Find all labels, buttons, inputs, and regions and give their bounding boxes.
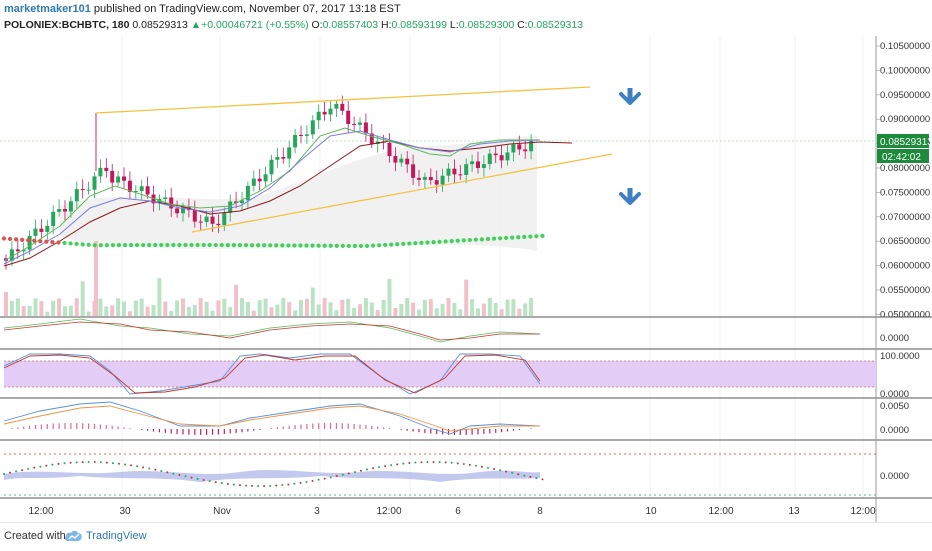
high-value: 0.08593199 [391, 19, 447, 31]
ma-band-shade [60, 136, 537, 251]
close-label: C: [517, 19, 528, 31]
price-axis-label: 0.06500000 [880, 236, 930, 247]
price-axis-label: 0.10000000 [880, 65, 930, 76]
footer-bar: Created with TradingView [0, 522, 932, 551]
price-axis[interactable]: 0.10500000 0.10000000 0.09500000 0.09000000… [876, 41, 930, 320]
countdown-tag-text: 02:42:02 [882, 152, 921, 163]
trendline-lower [191, 153, 613, 233]
price-axis-label: 0.07000000 [880, 212, 930, 223]
triangle-up-icon: ▲ [190, 19, 202, 31]
time-axis[interactable]: 12:00 30 Nov 3 12:00 6 8 10 12:00 13 12:00 [28, 506, 875, 517]
author-link[interactable]: marketmaker101 [4, 3, 91, 15]
stoch-line-red [3, 354, 541, 394]
ma-line-red [3, 140, 573, 267]
price-axis-label: 0.08000000 [880, 163, 930, 174]
published-text: published on TradingView.com, November 0… [93, 3, 401, 15]
time-axis-label: 12:00 [28, 506, 53, 517]
price-axis-label: 0.05500000 [880, 285, 930, 296]
price-axis-label: 0.10500000 [880, 41, 930, 52]
time-axis-label: 8 [537, 506, 543, 517]
time-axis-label: 13 [788, 506, 800, 517]
time-axis-label: 6 [455, 506, 461, 517]
current-price-tag [877, 134, 929, 148]
macd-line-blue [3, 401, 541, 435]
time-axis-label: Nov [213, 506, 231, 517]
macd-axis-label-top: 0.0050 [880, 401, 909, 412]
volume-bars [4, 241, 534, 316]
publish-line: marketmaker101 published on TradingView.… [4, 3, 401, 15]
price-axis-label: 0.07500000 [880, 187, 930, 198]
price-axis-label: 0.06000000 [880, 261, 930, 272]
last-price: 0.08529313 [132, 19, 188, 31]
ma-line-blue [3, 130, 541, 265]
last-axis-label: 0.0000 [880, 471, 909, 482]
price-axis-label: 0.05000000 [880, 309, 930, 320]
arrow-down-icon [619, 88, 641, 105]
last-pane-cloud [4, 470, 540, 482]
price-axis-label: 0.09500000 [880, 90, 930, 101]
low-value: 0.08529300 [458, 19, 515, 31]
rsi-band [4, 361, 876, 387]
pane-separators [0, 36, 932, 522]
countdown-tag [877, 149, 929, 163]
open-label: O: [311, 19, 323, 31]
ma-line-green [3, 127, 540, 262]
current-price-tag-text: 0.08529313 [880, 137, 932, 148]
time-axis-label: 30 [119, 506, 131, 517]
time-axis-label: 12:00 [376, 506, 401, 517]
close-value: 0.08529313 [527, 19, 584, 31]
open-value: 0.08557403 [322, 19, 379, 31]
macd-line-orange [3, 405, 540, 432]
time-axis-label: 12:00 [708, 506, 733, 517]
low-label: L: [449, 19, 459, 31]
tradingview-brand-link[interactable]: TradingView [86, 530, 147, 542]
time-axis-label: 10 [645, 506, 657, 517]
last-pane-dotted-signal [3, 461, 544, 487]
macd-histogram [11, 423, 532, 435]
symbol-label[interactable]: POLONIEX:BCHBTC, 180 [4, 19, 130, 31]
time-axis-label: 3 [314, 506, 320, 517]
tradingview-cloud-icon[interactable] [64, 529, 84, 548]
stoch-axis-label-top: 100.0000 [880, 351, 920, 362]
stoch-line-blue [3, 353, 541, 395]
oscillator-pane [3, 318, 541, 343]
chart-canvas[interactable]: 0.10500000 0.10000000 0.09500000 0.09000000… [0, 36, 932, 522]
price-change: +0.00046721 (+0.55%) [201, 19, 309, 31]
arrow-down-icon [619, 188, 641, 205]
time-axis-label: 12:00 [850, 506, 875, 517]
price-axis-label: 0.09000000 [880, 114, 930, 125]
created-with-text: Created with [4, 530, 66, 542]
chart-header: marketmaker101 published on TradingView.… [0, 0, 932, 36]
osc-axis-label: 0.0000 [880, 333, 909, 344]
trendline-upper [95, 86, 591, 114]
macd-axis-label-bottom: 0.0000 [880, 425, 909, 436]
stoch-axis-label-bottom: 0.0000 [880, 389, 909, 400]
high-label: H: [381, 19, 392, 31]
dotted-moving-average [1, 233, 545, 249]
ohlc-legend: POLONIEX:BCHBTC, 180 0.08529313 ▲+0.0004… [4, 19, 583, 31]
